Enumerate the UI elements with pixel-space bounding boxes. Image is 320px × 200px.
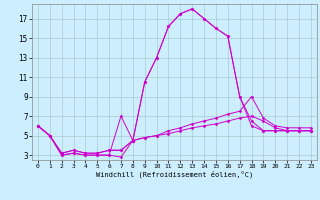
X-axis label: Windchill (Refroidissement éolien,°C): Windchill (Refroidissement éolien,°C) bbox=[96, 171, 253, 178]
